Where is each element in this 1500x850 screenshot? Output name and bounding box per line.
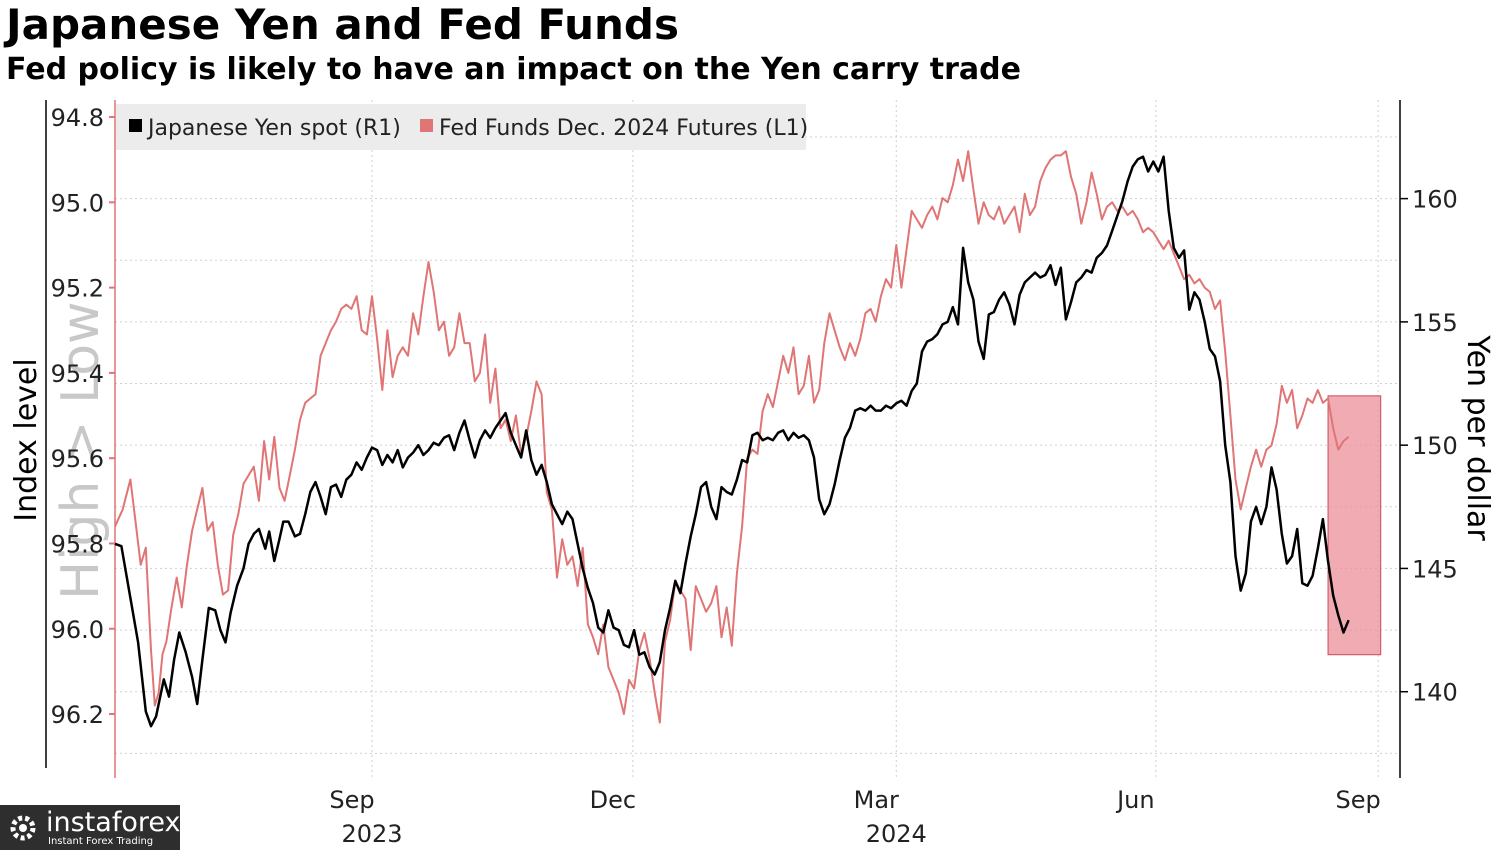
highlight-region [1327,395,1382,656]
legend-swatch-fed [420,119,433,132]
legend-label-yen: Japanese Yen spot (R1) [146,116,401,141]
grid [115,100,1400,778]
logo-name: instaforex [46,807,181,838]
logo-mark-icon [10,815,36,841]
left-tick-label: 95.2 [51,275,104,303]
x-tick-label: Sep [1336,786,1381,814]
left-tick-label: 95.4 [51,360,104,388]
left-tick-label: 95.8 [51,530,104,558]
chart-subtitle: Fed policy is likely to have an impact o… [6,52,1021,87]
watermark-text: High > Low [51,301,111,600]
axes: 94.8 95.0 95.2 95.4 95.6 95.8 96.0 96.2 160 155 15… [45,100,1458,848]
x-year-label: 2024 [866,820,927,848]
instaforex-logo: instaforex Instant Forex Trading [0,805,180,850]
x-tick-label: Jun [1115,786,1155,814]
legend: Japanese Yen spot (R1) Fed Funds Dec. 20… [116,104,808,150]
left-tick-label: 96.2 [51,701,104,729]
x-tick-label: Dec [590,786,636,814]
left-tick-label: 94.8 [51,104,104,132]
x-tick-label: Sep [329,786,374,814]
left-tick-label: 95.0 [51,189,104,217]
left-tick-label: 95.6 [51,445,104,473]
legend-swatch-yen [129,119,142,132]
left-axis-title: Index level [9,358,44,521]
x-tick-label: Mar [854,786,899,814]
right-tick-label: 155 [1412,309,1458,337]
series-line-fed-funds [114,150,1350,724]
series-line-yen [114,155,1350,728]
x-year-label: 2023 [341,820,402,848]
logo-tagline: Instant Forex Trading [48,836,154,847]
left-tick-label: 96.0 [51,616,104,644]
right-tick-label: 140 [1412,679,1458,707]
right-axis-title: Yen per dollar [1460,334,1495,541]
right-tick-label: 150 [1412,432,1458,460]
series-layer [114,150,1350,728]
right-tick-label: 160 [1412,186,1458,214]
legend-background [116,104,806,150]
chart-title: Japanese Yen and Fed Funds [6,0,679,49]
legend-label-fed: Fed Funds Dec. 2024 Futures (L1) [439,116,808,141]
right-tick-label: 145 [1412,555,1458,583]
